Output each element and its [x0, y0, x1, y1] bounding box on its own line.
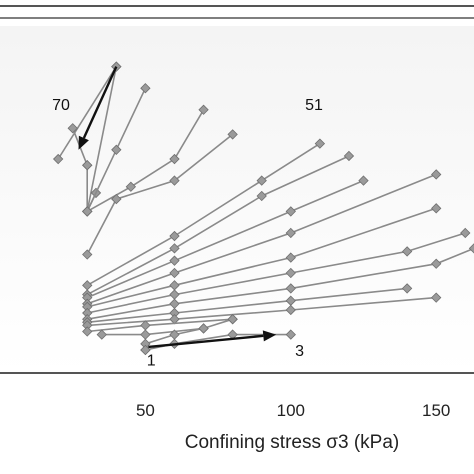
data-point-marker	[401, 283, 413, 294]
data-point-marker	[314, 138, 326, 149]
data-point-marker	[227, 129, 238, 140]
data-point-marker	[401, 246, 413, 257]
data-point-marker	[468, 243, 474, 254]
series-line	[86, 142, 321, 286]
data-point-marker	[169, 243, 180, 254]
x-tick-labels: 50 100 150	[136, 401, 450, 420]
data-point-marker	[82, 160, 93, 171]
data-point-marker	[111, 193, 122, 205]
series-line	[86, 155, 350, 296]
data-point-marker	[198, 104, 209, 115]
data-point-marker	[169, 255, 180, 266]
series-line	[86, 179, 364, 299]
data-point-marker	[96, 329, 107, 340]
data-point-marker	[227, 314, 238, 325]
data-point-marker	[256, 190, 267, 202]
data-point-marker	[256, 175, 267, 186]
series-7	[82, 129, 238, 260]
data-point-marker	[67, 123, 78, 134]
series-10	[82, 175, 369, 303]
data-point-marker	[169, 175, 180, 186]
data-point-marker	[431, 292, 442, 303]
data-point-marker	[431, 169, 442, 180]
series-line	[86, 109, 205, 213]
series-8	[82, 138, 326, 291]
series-12	[82, 203, 442, 313]
data-point-marker	[431, 258, 442, 269]
data-point-marker	[431, 203, 442, 214]
data-point-marker	[358, 175, 369, 186]
annotation-label: 70	[52, 97, 70, 114]
series-9	[82, 150, 355, 300]
data-point-marker	[140, 344, 151, 356]
annotation-layer: 70 51 1 3	[52, 97, 323, 370]
plot-background	[0, 26, 474, 374]
data-point-marker	[285, 283, 296, 294]
data-point-marker	[285, 252, 296, 263]
arrow-head	[262, 330, 277, 342]
data-point-marker	[82, 206, 93, 217]
data-point-marker	[460, 227, 471, 239]
data-point-marker	[285, 267, 296, 279]
data-point-marker	[285, 304, 296, 316]
series-line	[86, 133, 234, 255]
series-line	[86, 66, 118, 212]
series-line	[86, 173, 437, 305]
data-point-marker	[125, 181, 137, 192]
data-point-marker	[198, 323, 209, 334]
arrow-layer	[78, 66, 277, 349]
data-point-marker	[169, 230, 180, 242]
arrow-head	[78, 135, 89, 150]
arrow-1	[78, 66, 118, 150]
x-tick-label: 100	[277, 401, 305, 420]
series-line	[87, 287, 408, 324]
series-line	[57, 66, 117, 160]
annotation-label: 1	[147, 352, 156, 369]
x-tick-label: 150	[422, 401, 450, 420]
data-point-marker	[285, 206, 296, 217]
data-point-marker	[82, 326, 93, 337]
data-point-marker	[52, 153, 64, 165]
x-tick-label: 50	[136, 401, 155, 420]
series-13	[82, 227, 471, 319]
arrow-shaft	[82, 66, 118, 139]
annotation-label: 51	[305, 97, 323, 114]
series-6	[82, 104, 209, 217]
data-point-marker	[343, 150, 355, 162]
x-axis-title: Confining stress σ3 (kPa)	[185, 432, 399, 453]
data-point-marker	[285, 329, 296, 340]
data-point-marker	[111, 144, 122, 155]
arrow-2	[148, 330, 277, 349]
data-point-marker	[82, 249, 93, 260]
data-point-marker	[169, 153, 180, 165]
series-line	[87, 207, 437, 308]
series-layer	[52, 61, 474, 356]
data-point-marker	[140, 83, 151, 94]
data-point-marker	[169, 267, 180, 279]
annotation-label: 3	[295, 343, 304, 360]
arrow-shaft	[148, 334, 264, 349]
data-point-marker	[285, 227, 296, 239]
